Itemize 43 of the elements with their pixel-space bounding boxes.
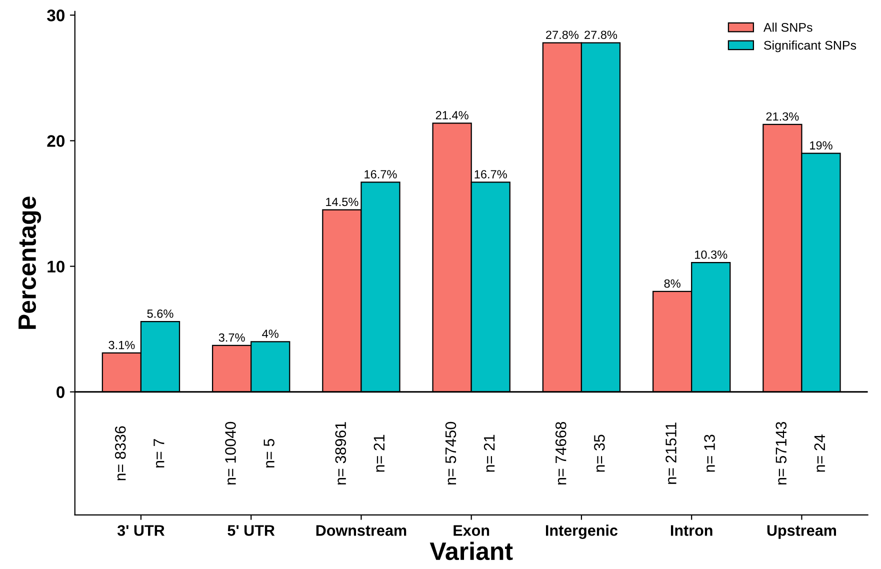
- x-tick-label: Exon: [454, 525, 490, 536]
- annotation: n= 24: [814, 434, 825, 472]
- x-tick-label: 3' UTR: [117, 525, 165, 536]
- annotation: n= 38961: [335, 422, 346, 484]
- annotation: n= 74668: [555, 422, 566, 484]
- annotation: n= 57450: [445, 422, 456, 484]
- annotation: n= 21511: [666, 422, 676, 484]
- x-tick-label: 5' UTR: [228, 525, 275, 536]
- data-label: 5.6%: [147, 309, 174, 318]
- data-label: 3.1%: [108, 340, 135, 350]
- data-label: 14.5%: [326, 198, 358, 206]
- legend-label: All SNPs: [763, 22, 812, 32]
- annotation: n= 21: [484, 434, 495, 472]
- x-tick-label: Downstream: [316, 525, 406, 536]
- y-axis-title: Percentage: [18, 196, 42, 329]
- annotation: n= 8336: [114, 426, 126, 480]
- y-tick-label: 0: [56, 386, 64, 398]
- data-label: 21.4%: [436, 111, 468, 120]
- legend-label: Significant SNPs: [764, 40, 856, 52]
- data-label: 21.3%: [766, 112, 799, 121]
- x-tick-label: Intergenic: [546, 524, 618, 539]
- y-tick-label: 10: [48, 260, 64, 273]
- y-tick-label: 20: [47, 135, 64, 147]
- x-axis-title: Variant: [430, 542, 513, 560]
- annotation: n= 57143: [776, 422, 787, 484]
- data-label: 27.8%: [584, 30, 618, 40]
- annotation: n= 10040: [225, 422, 236, 484]
- data-label: 3.7%: [218, 333, 245, 342]
- data-label: 10.3%: [695, 250, 728, 259]
- annotation: n= 35: [594, 434, 605, 472]
- data-label: 16.7%: [364, 170, 397, 178]
- annotation: n= 7: [154, 439, 164, 468]
- annotation: n= 21: [374, 434, 384, 472]
- data-label: 8%: [664, 279, 680, 288]
- y-tick-label: 30: [47, 10, 64, 22]
- x-tick-label: Intron: [670, 525, 712, 536]
- annotation: n= 13: [704, 434, 715, 472]
- x-tick-label: Upstream: [767, 525, 836, 539]
- data-label: 27.8%: [546, 30, 579, 40]
- data-label: 19%: [810, 141, 832, 150]
- data-label: 4%: [262, 330, 278, 338]
- annotation: n= 5: [264, 438, 274, 468]
- data-label: 16.7%: [474, 170, 507, 178]
